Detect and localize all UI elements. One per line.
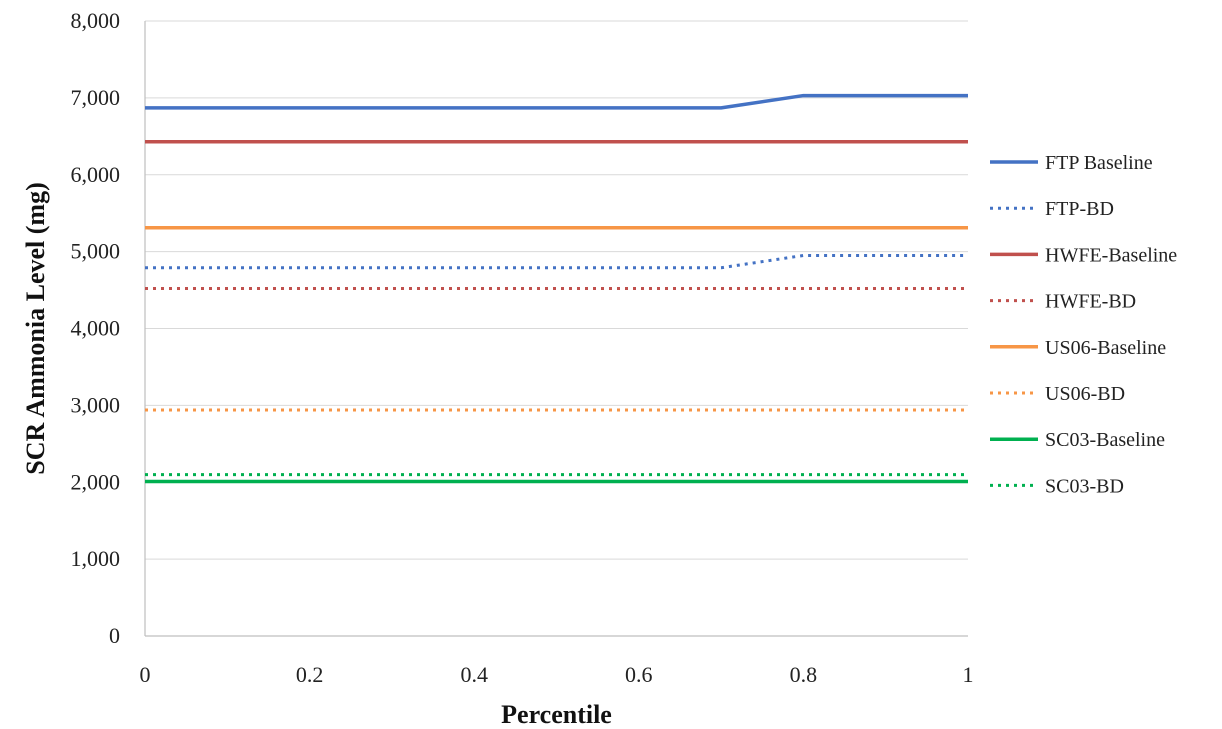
axes — [144, 21, 968, 637]
legend: FTP Baseline FTP-BD HWFE-Baseline HWFE-BD US… — [990, 152, 1177, 497]
legend-label-sc03-bd: SC03-BD — [1045, 475, 1124, 497]
legend-label-ftp-baseline: FTP Baseline — [1045, 152, 1153, 174]
x-axis-title: Percentile — [501, 700, 612, 729]
y-tick-label: 7,000 — [71, 85, 121, 110]
legend-label-hwfe-bd: HWFE-BD — [1045, 291, 1136, 313]
x-tick-label: 0.4 — [460, 662, 488, 687]
series-line-ftp-bd — [145, 253, 968, 270]
x-tick-label: 1 — [963, 662, 974, 687]
x-tick-label: 0.8 — [790, 662, 818, 687]
y-tick-label: 1,000 — [71, 546, 121, 571]
legend-label-hwfe-baseline: HWFE-Baseline — [1045, 244, 1177, 266]
legend-label-us06-baseline: US06-Baseline — [1045, 337, 1166, 359]
y-tick-label: 3,000 — [71, 392, 121, 417]
x-tick-label: 0.2 — [296, 662, 324, 687]
legend-label-sc03-baseline: SC03-Baseline — [1045, 429, 1165, 451]
gridlines — [145, 20, 968, 560]
y-axis-title: SCR Ammonia Level (mg) — [21, 182, 50, 474]
y-tick-label: 2,000 — [71, 469, 121, 494]
x-tick-labels: 0 0.2 0.4 0.6 0.8 1 — [140, 662, 974, 687]
legend-label-us06-bd: US06-BD — [1045, 383, 1125, 405]
series-lines — [145, 93, 968, 484]
y-tick-label: 5,000 — [71, 239, 121, 264]
legend-label-ftp-bd: FTP-BD — [1045, 198, 1114, 220]
y-tick-label: 4,000 — [71, 316, 121, 341]
x-tick-label: 0.6 — [625, 662, 653, 687]
x-tick-label: 0 — [140, 662, 151, 687]
series-line-ftp-baseline — [145, 93, 968, 110]
y-tick-label: 0 — [109, 623, 120, 648]
y-tick-label: 6,000 — [71, 162, 121, 187]
y-tick-label: 8,000 — [71, 8, 121, 33]
y-tick-labels: 0 1,000 2,000 3,000 4,000 5,000 6,000 7,000 8,00… — [71, 8, 121, 648]
